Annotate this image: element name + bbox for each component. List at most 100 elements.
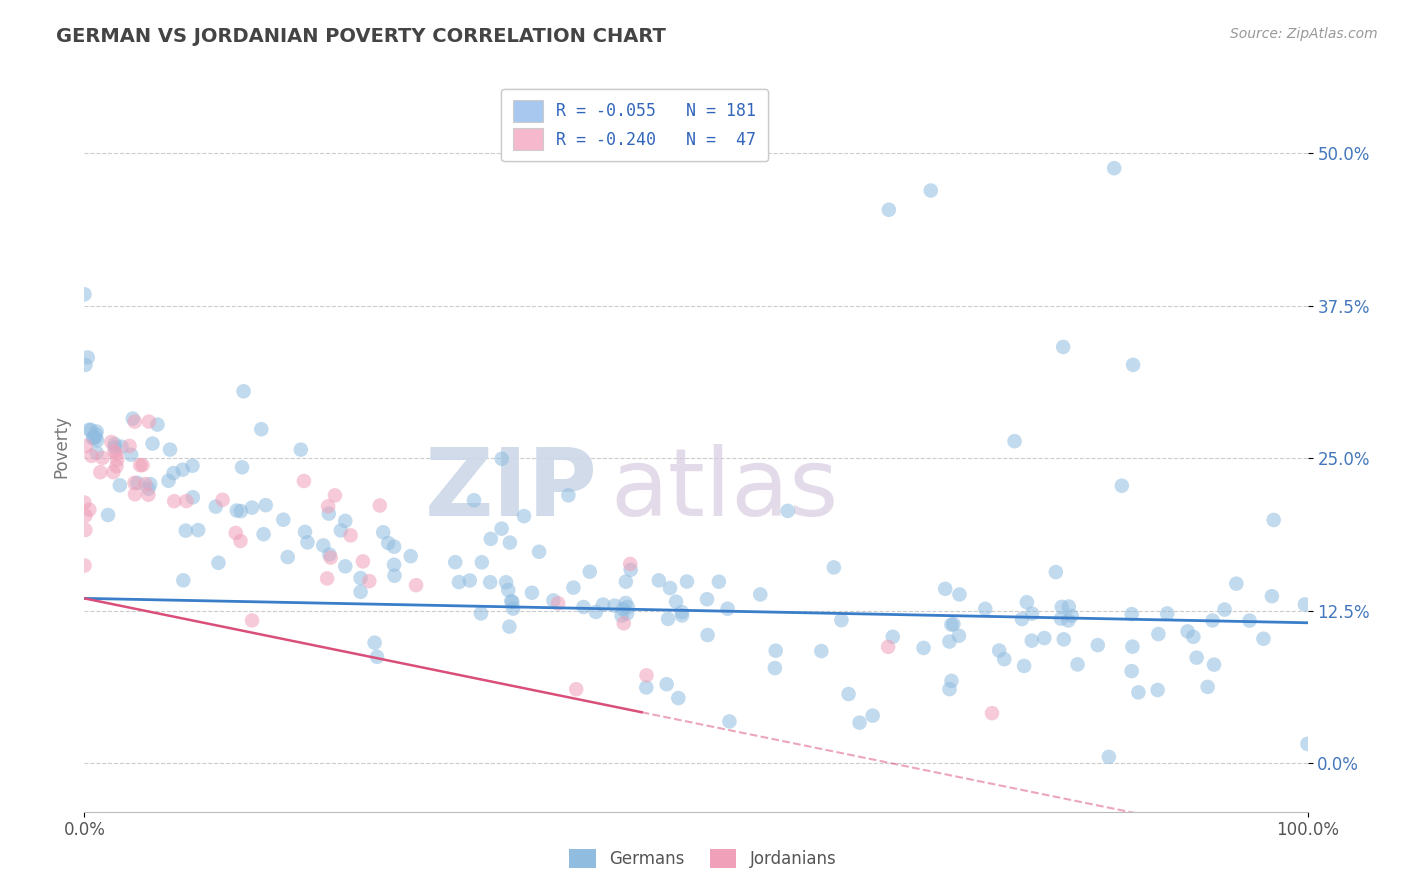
Point bbox=[1102, 161, 1125, 176]
Point bbox=[941, 673, 963, 688]
Point bbox=[104, 440, 127, 454]
Point bbox=[100, 435, 122, 450]
Point bbox=[335, 559, 357, 574]
Point bbox=[373, 525, 395, 540]
Point bbox=[1045, 565, 1067, 579]
Point bbox=[1121, 664, 1143, 678]
Point bbox=[810, 644, 832, 658]
Point bbox=[127, 475, 149, 490]
Point bbox=[912, 640, 935, 655]
Point bbox=[349, 571, 371, 585]
Point bbox=[616, 607, 638, 621]
Point bbox=[1011, 612, 1033, 626]
Point bbox=[207, 556, 229, 570]
Point bbox=[181, 458, 204, 473]
Point bbox=[993, 652, 1015, 666]
Point bbox=[91, 450, 114, 465]
Point bbox=[103, 465, 125, 479]
Point bbox=[292, 474, 315, 488]
Point bbox=[104, 437, 127, 451]
Point bbox=[882, 630, 904, 644]
Point bbox=[479, 575, 502, 590]
Point bbox=[1004, 434, 1026, 449]
Point bbox=[763, 661, 786, 675]
Point bbox=[1177, 624, 1199, 639]
Point bbox=[172, 574, 194, 588]
Point bbox=[1050, 612, 1073, 626]
Point bbox=[82, 430, 104, 444]
Point bbox=[495, 575, 517, 590]
Point bbox=[1263, 513, 1285, 527]
Point bbox=[1087, 638, 1109, 652]
Point bbox=[290, 442, 312, 457]
Point bbox=[382, 540, 405, 554]
Point bbox=[501, 595, 523, 609]
Point bbox=[79, 502, 101, 516]
Point bbox=[498, 620, 520, 634]
Point bbox=[176, 494, 198, 508]
Text: Source: ZipAtlas.com: Source: ZipAtlas.com bbox=[1230, 27, 1378, 41]
Point bbox=[718, 714, 741, 729]
Point bbox=[297, 535, 319, 549]
Point bbox=[463, 493, 485, 508]
Point bbox=[1111, 479, 1133, 493]
Point bbox=[1146, 683, 1168, 698]
Point bbox=[318, 548, 340, 562]
Point bbox=[163, 494, 186, 508]
Point bbox=[671, 605, 693, 619]
Point bbox=[86, 425, 108, 439]
Point bbox=[447, 575, 470, 590]
Point bbox=[1066, 657, 1088, 672]
Point bbox=[339, 528, 361, 542]
Point bbox=[141, 436, 163, 450]
Point bbox=[655, 677, 678, 691]
Point bbox=[335, 514, 357, 528]
Point bbox=[225, 503, 247, 517]
Point bbox=[204, 500, 226, 514]
Point bbox=[665, 595, 688, 609]
Point bbox=[1021, 633, 1043, 648]
Point bbox=[1052, 340, 1074, 354]
Point bbox=[610, 608, 633, 623]
Point bbox=[105, 447, 128, 461]
Point bbox=[620, 563, 643, 577]
Point bbox=[1012, 659, 1035, 673]
Point bbox=[614, 596, 637, 610]
Point bbox=[619, 557, 641, 571]
Point bbox=[543, 593, 565, 607]
Point bbox=[84, 427, 107, 442]
Point bbox=[499, 535, 522, 549]
Point bbox=[103, 444, 125, 458]
Point bbox=[565, 682, 588, 697]
Point bbox=[187, 523, 209, 537]
Point bbox=[671, 608, 693, 623]
Point bbox=[80, 423, 103, 437]
Legend: Germans, Jordanians: Germans, Jordanians bbox=[562, 842, 844, 875]
Point bbox=[138, 488, 160, 502]
Point bbox=[1033, 631, 1056, 645]
Point bbox=[547, 596, 569, 610]
Point bbox=[877, 640, 900, 654]
Point bbox=[657, 612, 679, 626]
Point bbox=[118, 439, 141, 453]
Point bbox=[75, 508, 97, 523]
Point bbox=[1122, 358, 1144, 372]
Point bbox=[172, 463, 194, 477]
Point bbox=[938, 634, 960, 648]
Point bbox=[211, 492, 233, 507]
Point bbox=[1239, 614, 1261, 628]
Point bbox=[240, 614, 263, 628]
Point bbox=[716, 601, 738, 615]
Point bbox=[174, 524, 197, 538]
Point bbox=[1147, 627, 1170, 641]
Point bbox=[648, 574, 671, 588]
Point bbox=[75, 439, 97, 453]
Point bbox=[139, 477, 162, 491]
Text: atlas: atlas bbox=[610, 444, 838, 536]
Point bbox=[707, 574, 730, 589]
Point bbox=[776, 504, 799, 518]
Point bbox=[319, 550, 342, 565]
Point bbox=[84, 431, 107, 445]
Point bbox=[696, 628, 718, 642]
Point bbox=[75, 523, 97, 537]
